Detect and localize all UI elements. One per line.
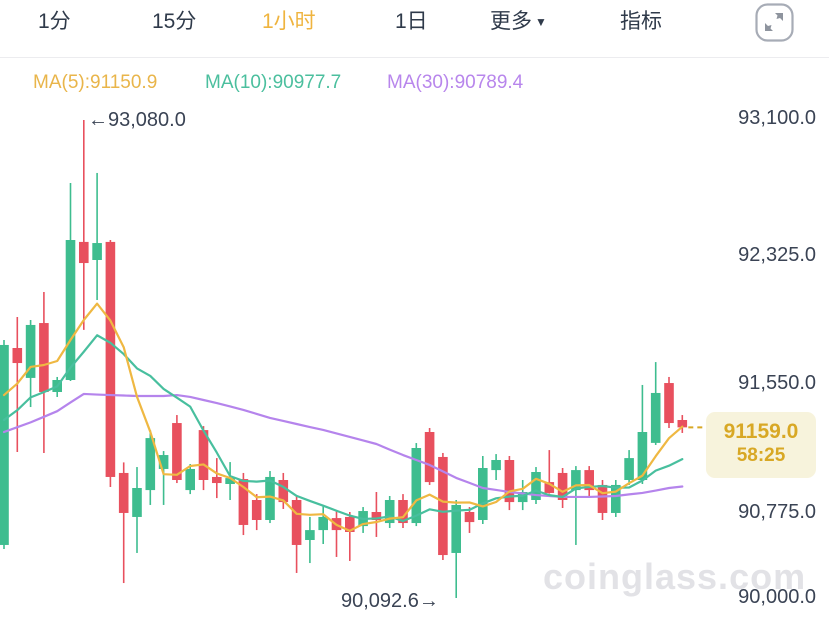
y-axis-label: 92,325.0 — [738, 244, 816, 266]
candle-body — [464, 512, 475, 523]
candle-body — [371, 512, 382, 520]
candle-body — [105, 241, 116, 477]
fullscreen-icon — [755, 3, 794, 42]
candle-body — [345, 516, 355, 532]
candle-body — [318, 516, 328, 531]
candle-body — [145, 438, 156, 491]
current-price-badge: 91159.0 58:25 — [706, 412, 816, 478]
candle-body — [278, 480, 289, 503]
chevron-down-icon: ▼ — [535, 15, 547, 29]
indicators-button[interactable]: 指标 — [620, 10, 662, 33]
y-axis-label: 90,775.0 — [738, 501, 816, 523]
ma30-line — [2, 392, 684, 499]
timeframe-toolbar: 1分 15分 1小时 1日 更多 ▼ 指标 — [0, 0, 829, 57]
ma30-legend: MA(30):90789.4 — [387, 72, 524, 93]
fullscreen-button[interactable] — [754, 2, 795, 43]
candle-body — [198, 430, 209, 480]
candle-body — [664, 383, 674, 424]
candle-body — [557, 472, 568, 500]
candle-body — [39, 323, 49, 392]
candle-body — [92, 243, 102, 260]
tab-1hour[interactable]: 1小时 — [262, 10, 316, 33]
candle-body — [65, 240, 76, 380]
candle-body — [611, 484, 621, 513]
low-price-annotation: 90,092.6→ — [341, 590, 439, 612]
candle-body — [291, 500, 302, 545]
y-axis-label: 93,100.0 — [738, 107, 816, 129]
candle-body — [79, 241, 89, 264]
candle-body — [384, 500, 395, 524]
toolbar-divider — [0, 57, 829, 58]
candle-body — [438, 456, 448, 556]
candle-body — [584, 470, 594, 491]
candle-body — [25, 324, 36, 378]
ma-legend: MA(5):91150.9 MA(10):90977.7 MA(30):9078… — [0, 71, 829, 95]
candle-body — [265, 476, 275, 520]
candle-body — [12, 348, 23, 364]
candle-body — [478, 468, 488, 520]
candle-body — [185, 468, 195, 491]
candle-body — [517, 492, 528, 503]
candle-body — [650, 392, 661, 443]
candle-body — [424, 432, 435, 483]
more-label: 更多 — [490, 10, 532, 33]
candle-body — [0, 344, 9, 545]
candle-body — [677, 420, 688, 428]
watermark: coinglass.com — [543, 556, 807, 597]
high-price-annotation: ←93,080.0 — [88, 109, 186, 131]
candle-body — [531, 472, 541, 500]
current-price: 91159.0 — [723, 420, 799, 443]
candle-body — [132, 488, 142, 517]
candle-body — [238, 479, 249, 525]
tab-15min[interactable]: 15分 — [152, 10, 197, 33]
candle-body — [158, 455, 169, 469]
more-dropdown[interactable]: 更多 ▼ — [490, 9, 547, 35]
candle-body — [251, 500, 262, 520]
ma10-legend: MA(10):90977.7 — [205, 72, 342, 93]
tab-1min[interactable]: 1分 — [38, 10, 71, 33]
candle-body — [544, 482, 555, 493]
candle-body — [118, 472, 129, 513]
ma10-line — [2, 334, 684, 523]
candle-body — [225, 478, 235, 484]
candle-body — [597, 484, 608, 513]
candle-body — [212, 476, 222, 484]
candle-body — [637, 432, 648, 480]
candle-body — [411, 448, 422, 524]
candle-body — [624, 458, 634, 480]
candle-body — [451, 504, 461, 553]
ma5-legend: MA(5):91150.9 — [33, 72, 158, 93]
candle-body — [172, 423, 182, 480]
candle-body — [491, 460, 501, 471]
candle-body — [504, 460, 515, 503]
y-axis-label: 90,000.0 — [738, 586, 816, 608]
ma5-line — [2, 302, 684, 532]
candle-body — [571, 470, 581, 491]
tab-1day[interactable]: 1日 — [395, 10, 428, 33]
y-axis-label: 91,550.0 — [738, 372, 816, 394]
candle-body — [305, 530, 315, 540]
candle-body — [398, 500, 408, 524]
countdown-timer: 58:25 — [736, 445, 786, 466]
